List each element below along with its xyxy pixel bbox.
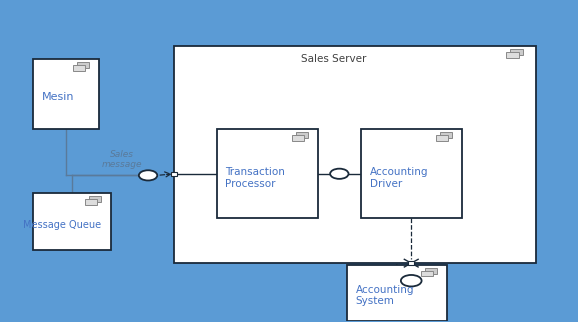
Circle shape — [139, 170, 157, 180]
Text: Sales Server: Sales Server — [301, 54, 366, 64]
Text: Sales
message: Sales message — [102, 150, 142, 169]
Bar — [33, 59, 99, 129]
Text: Transaction
Processor: Transaction Processor — [225, 167, 286, 189]
Bar — [440, 132, 452, 138]
Bar — [347, 265, 447, 321]
Circle shape — [401, 275, 421, 287]
Bar — [292, 135, 304, 141]
Text: Mesin: Mesin — [42, 92, 75, 102]
Bar — [217, 129, 318, 218]
Bar — [361, 129, 462, 218]
Bar — [425, 268, 438, 274]
Bar — [421, 270, 434, 276]
Bar — [33, 193, 110, 251]
Bar — [506, 52, 518, 58]
Bar — [85, 199, 97, 204]
Bar — [408, 261, 414, 265]
Text: Message Queue: Message Queue — [24, 220, 102, 230]
Circle shape — [330, 169, 349, 179]
Bar — [89, 196, 101, 202]
Bar — [77, 62, 90, 68]
Bar — [296, 132, 308, 138]
Text: Accounting
System: Accounting System — [355, 285, 414, 306]
Bar — [510, 49, 523, 55]
Bar — [171, 172, 177, 175]
Bar — [174, 46, 536, 263]
Bar — [73, 65, 86, 71]
Bar — [436, 135, 448, 141]
Text: Accounting
Driver: Accounting Driver — [370, 167, 428, 189]
